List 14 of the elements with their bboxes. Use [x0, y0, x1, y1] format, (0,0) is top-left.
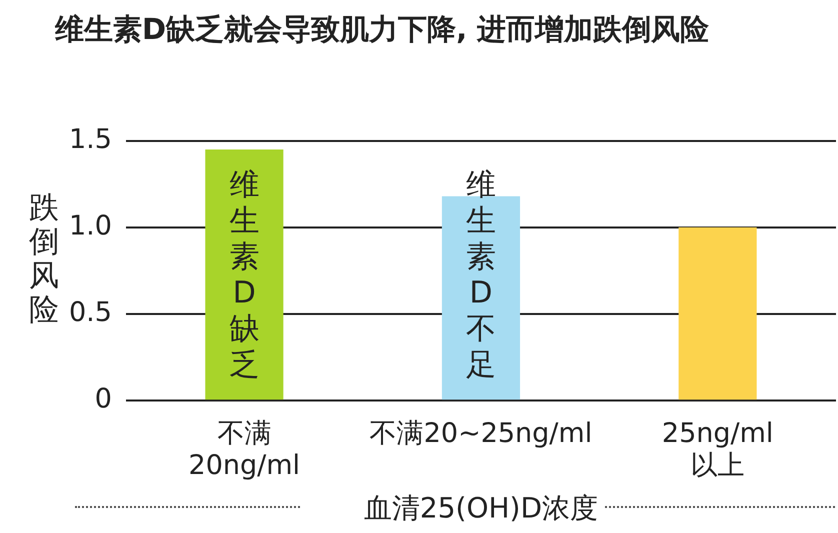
x-tick-label: 不满20~25ng/ml: [370, 418, 592, 449]
bar: [205, 149, 284, 400]
annotation: 维生素D不足: [466, 168, 496, 383]
y-tick-label: 0: [94, 384, 112, 415]
y-tick-label: 1.0: [68, 210, 112, 242]
x-tick-label: 不满 20ng/ml: [188, 418, 300, 482]
chart-title: 维生素D缺乏就会导致肌力下降, 进而增加跌倒风险: [54, 12, 710, 46]
x-axis-title: 血清25(OH)D浓度: [364, 491, 598, 524]
x-tick-label: 25ng/ml 以上: [662, 418, 774, 482]
y-axis-title: 跌倒风险: [29, 190, 59, 328]
bar: [678, 227, 757, 400]
annotation: 维生素D缺乏: [229, 168, 260, 383]
y-tick-label: 1.5: [68, 124, 112, 155]
y-tick-label: 0.5: [68, 297, 112, 328]
